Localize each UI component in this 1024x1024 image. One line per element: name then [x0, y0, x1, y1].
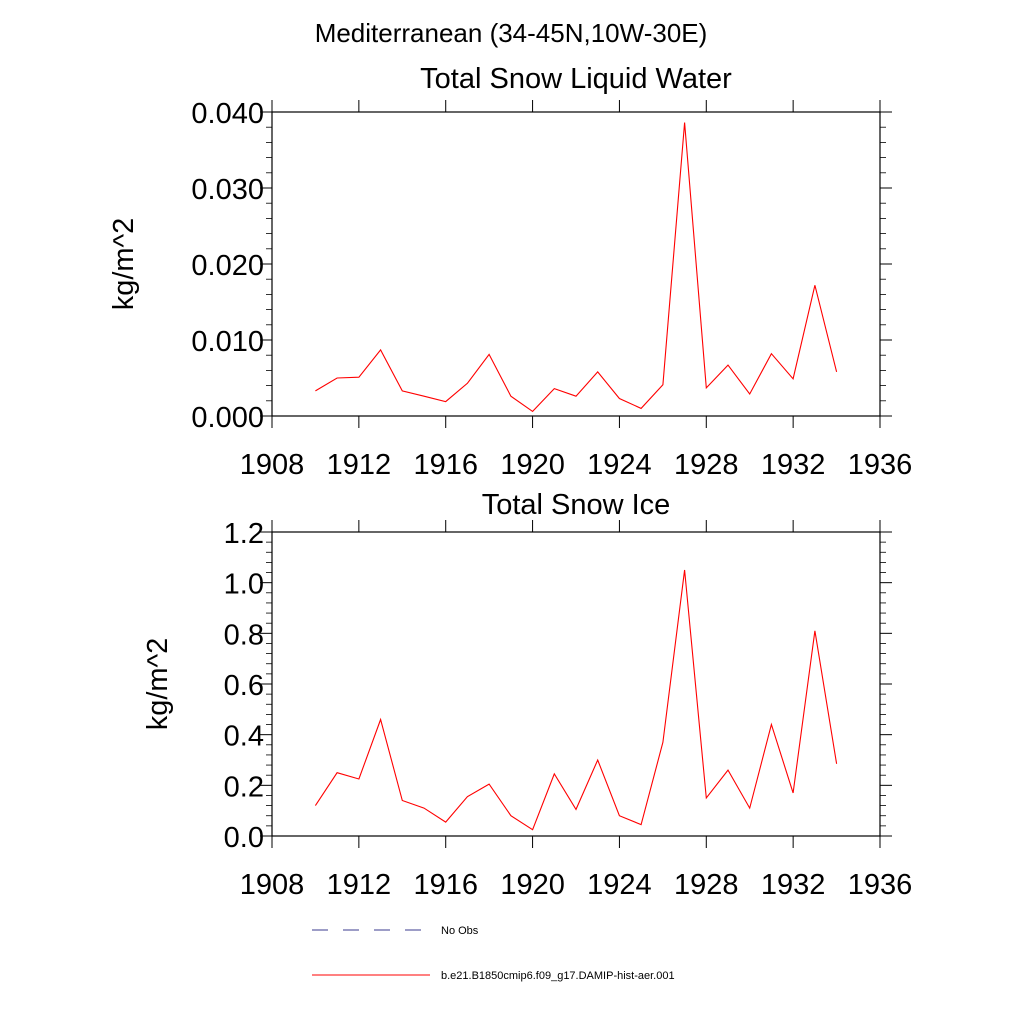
- figure-title: Mediterranean (34-45N,10W-30E): [315, 18, 708, 48]
- panel-0-x-tick-label: 1932: [761, 449, 826, 481]
- panel-1-x-tick-label: 1920: [500, 869, 565, 901]
- panel-1-x-tick-label: 1928: [674, 869, 739, 901]
- panel-0-x-tick-label: 1916: [413, 449, 478, 481]
- panel-1-x-tick-label: 1924: [587, 869, 652, 901]
- panel-1-y-tick-label: 0.8: [224, 619, 264, 651]
- panel-snow-ice: Total Snow Ice kg/m^2 0.0 0.2 0.4 0.6 0.8 1.0…: [142, 489, 912, 901]
- panel-1-y-tick-label: 1.0: [224, 569, 264, 601]
- plot-area: 0.0 0.2 0.4 0.6 0.8 1.0 1.2 1908 1912 1916 1920 192…: [224, 518, 913, 901]
- panel-1-y-tick-label: 0.6: [224, 670, 264, 702]
- panel-1-x-tick-label: 1932: [761, 869, 826, 901]
- panel-0-y-tick-label: 0.000: [191, 402, 264, 434]
- panel-1-x-tick-label: 1908: [240, 869, 305, 901]
- legend-label-model: b.e21.B1850cmip6.f09_g17.DAMIP-hist-aer.…: [441, 970, 675, 982]
- panel-1-y-tick-label: 1.2: [224, 518, 264, 550]
- legend: No Obs b.e21.B1850cmip6.f09_g17.DAMIP-hi…: [312, 925, 675, 982]
- legend-label-no-obs: No Obs: [441, 925, 479, 937]
- panel-0-x-tick-label: 1920: [500, 449, 565, 481]
- panel-snow-liquid-water: Total Snow Liquid Water kg/m^2 0.000 0.01…: [108, 63, 912, 481]
- panel-title: Total Snow Ice: [482, 489, 671, 521]
- panel-0-x-tick-label: 1936: [848, 449, 913, 481]
- y-axis-label: kg/m^2: [142, 638, 174, 731]
- y-axis-label: kg/m^2: [108, 218, 140, 311]
- panel-title: Total Snow Liquid Water: [420, 63, 732, 95]
- panel-1-y-tick-label: 0.2: [224, 771, 264, 803]
- panel-0-y-tick-label: 0.010: [191, 326, 264, 358]
- panel-1-x-tick-label: 1912: [327, 869, 392, 901]
- plot-area: 0.000 0.010 0.020 0.030 0.040 1908 1912 1916 192…: [191, 98, 912, 481]
- panel-0-y-tick-label: 0.040: [191, 98, 264, 130]
- panel-1-frame: [271, 531, 881, 837]
- panel-1-y-tick-label: 0.0: [224, 822, 264, 854]
- panel-1-x-tick-label: 1936: [848, 869, 913, 901]
- panel-0-series-line-0: [315, 122, 838, 413]
- panel-0-x-tick-label: 1908: [240, 449, 305, 481]
- panel-1-series-line-0: [314, 569, 838, 831]
- panel-0-frame: [271, 111, 881, 417]
- panel-1-x-tick-label: 1916: [413, 869, 478, 901]
- panel-0-x-tick-label: 1924: [587, 449, 652, 481]
- panel-0-y-tick-label: 0.030: [191, 174, 264, 206]
- panel-1-y-tick-label: 0.4: [224, 721, 264, 753]
- panel-0-x-tick-label: 1928: [674, 449, 739, 481]
- panel-0-x-tick-label: 1912: [327, 449, 392, 481]
- panel-0-y-tick-label: 0.020: [191, 250, 264, 282]
